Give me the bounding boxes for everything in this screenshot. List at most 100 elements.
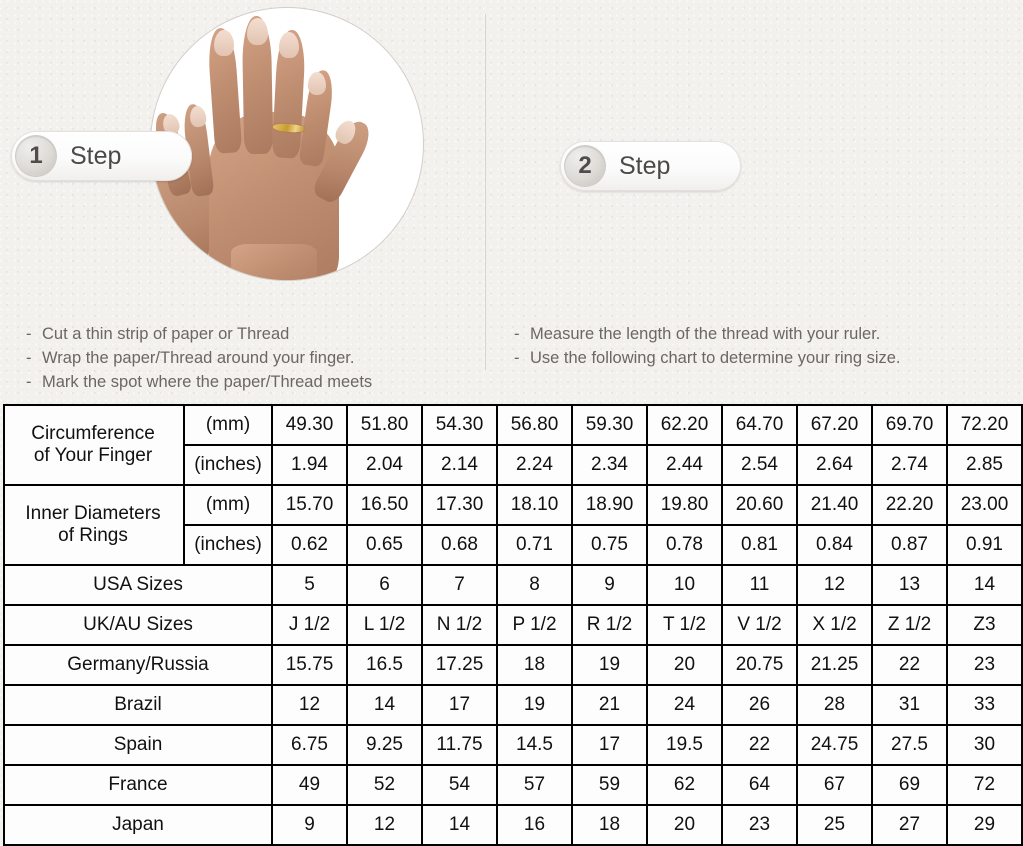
table-cell: 20.75 <box>721 644 798 686</box>
table-cell: 0.81 <box>721 524 798 566</box>
table-cell: 31 <box>871 684 948 726</box>
table-cell: 57 <box>496 764 573 806</box>
table-cell: 11.75 <box>421 724 498 766</box>
table-cell: 13 <box>871 564 948 606</box>
table-cell: 16 <box>496 804 573 846</box>
table-cell: R 1/2 <box>571 604 648 646</box>
step-2-bullet-2: - Use the following chart to determine yo… <box>514 349 901 367</box>
table-cell: 54.30 <box>421 404 498 446</box>
step-1-panel: 1 Step - Cut a thin strip of paper or Thr… <box>0 0 486 398</box>
table-row: Brazil 12 14 17 19 21 24 26 28 31 33 <box>3 684 1023 726</box>
table-cell: 30 <box>946 724 1023 766</box>
step-2-number: 2 <box>565 146 605 186</box>
table-cell: 17.30 <box>421 484 498 526</box>
table-cell: 14 <box>346 684 423 726</box>
table-cell: 15.75 <box>271 644 348 686</box>
table-row: (inches) 1.94 2.04 2.14 2.24 2.34 2.44 2.54 2.64… <box>4 444 1023 486</box>
table-cell: 33 <box>946 684 1023 726</box>
table-cell: 27 <box>871 804 948 846</box>
step-1-instructions: - Cut a thin strip of paper or Thread - Wr… <box>26 322 372 394</box>
table-cell: 20.60 <box>721 484 798 526</box>
table-cell: J 1/2 <box>271 604 348 646</box>
table-cell: 9 <box>271 804 348 846</box>
table-cell: 49.30 <box>271 404 348 446</box>
ring-size-table: Circumference of Your Finger (mm) 49.30 51.8… <box>3 404 1023 846</box>
table-cell: 1.94 <box>271 444 348 486</box>
table-cell: 12 <box>346 804 423 846</box>
table-cell: 14 <box>946 564 1023 606</box>
row-label-line-1: Inner Diameters <box>25 503 161 524</box>
row-label-usa-sizes: USA Sizes <box>3 564 273 606</box>
row-label-japan: Japan <box>3 804 273 846</box>
table-cell: T 1/2 <box>646 604 723 646</box>
table-cell: 72 <box>946 764 1023 806</box>
step-1-label: Step <box>70 141 122 170</box>
table-row: Japan 9 12 14 16 18 20 23 25 27 29 <box>3 804 1023 846</box>
table-cell: 18 <box>496 644 573 686</box>
step-1-bullet-2: - Wrap the paper/Thread around your finge… <box>26 349 355 367</box>
step-2-instructions: - Measure the length of the thread with y… <box>514 322 901 370</box>
table-cell: X 1/2 <box>796 604 873 646</box>
step-2-bullet-1: - Measure the length of the thread with y… <box>514 325 881 343</box>
table-cell: 2.04 <box>346 444 423 486</box>
table-cell: 52 <box>346 764 423 806</box>
table-row: Spain 6.75 9.25 11.75 14.5 17 19.5 22 24.75 27.5 3… <box>3 724 1023 766</box>
row-label-france: France <box>3 764 273 806</box>
row-label-germany-russia: Germany/Russia <box>3 644 273 686</box>
ring-size-table-wrapper: Circumference of Your Finger (mm) 49.30 51.8… <box>0 404 1023 846</box>
table-cell: 6.75 <box>271 724 348 766</box>
table-cell: 8 <box>496 564 573 606</box>
step-1-photo <box>151 8 423 280</box>
table-cell: 2.64 <box>796 444 873 486</box>
table-cell: 21.25 <box>796 644 873 686</box>
table-cell: 28 <box>796 684 873 726</box>
table-cell: 19 <box>571 644 648 686</box>
table-cell: 7 <box>421 564 498 606</box>
table-cell: V 1/2 <box>721 604 798 646</box>
table-cell: 22 <box>721 724 798 766</box>
table-cell: 17 <box>421 684 498 726</box>
row-label-line-2: of Rings <box>58 525 128 546</box>
table-cell: 17 <box>571 724 648 766</box>
table-cell: 2.34 <box>571 444 648 486</box>
table-cell: 67.20 <box>796 404 873 446</box>
table-cell: 59.30 <box>571 404 648 446</box>
table-row: UK/AU Sizes J 1/2 L 1/2 N 1/2 P 1/2 R 1/2 T 1/… <box>3 604 1023 646</box>
table-cell: 17.25 <box>421 644 498 686</box>
table-cell: 12 <box>271 684 348 726</box>
table-cell: 51.80 <box>346 404 423 446</box>
table-cell: 18.90 <box>571 484 648 526</box>
table-cell: 19 <box>496 684 573 726</box>
step-1-number: 1 <box>16 136 56 176</box>
table-cell: 2.54 <box>721 444 798 486</box>
table-cell: 19.5 <box>646 724 723 766</box>
step-1-bullet-3: - Mark the spot where the paper/Thread me… <box>26 373 373 391</box>
table-cell: 24 <box>646 684 723 726</box>
table-cell: Z3 <box>946 604 1023 646</box>
table-cell: 69 <box>871 764 948 806</box>
table-row: Germany/Russia 15.75 16.5 17.25 18 19 20 20.75 2… <box>3 644 1023 686</box>
table-cell: 26 <box>721 684 798 726</box>
table-cell: 62 <box>646 764 723 806</box>
table-row: Inner Diameters of Rings (mm) 15.70 16.50 17.… <box>3 484 1023 566</box>
table-cell: 18.10 <box>496 484 573 526</box>
table-cell: P 1/2 <box>496 604 573 646</box>
table-cell: 23 <box>946 644 1023 686</box>
table-cell: 2.74 <box>871 444 948 486</box>
table-cell: 6 <box>346 564 423 606</box>
unit-label: (inches) <box>183 444 273 486</box>
table-cell: 16.5 <box>346 644 423 686</box>
table-cell: 24.75 <box>796 724 873 766</box>
table-row: USA Sizes 5 6 7 8 9 10 11 12 13 14 <box>3 564 1023 606</box>
table-cell: 18 <box>571 804 648 846</box>
table-cell: 27.5 <box>871 724 948 766</box>
row-label-brazil: Brazil <box>3 684 273 726</box>
table-cell: 0.75 <box>571 524 648 566</box>
table-cell: Z 1/2 <box>871 604 948 646</box>
step-2-badge: 2 Step <box>560 141 741 191</box>
table-cell: 54 <box>421 764 498 806</box>
table-cell: 23.00 <box>946 484 1023 526</box>
table-cell: 62.20 <box>646 404 723 446</box>
row-label-line-2: of Your Finger <box>33 445 153 466</box>
panel-divider <box>485 14 486 370</box>
